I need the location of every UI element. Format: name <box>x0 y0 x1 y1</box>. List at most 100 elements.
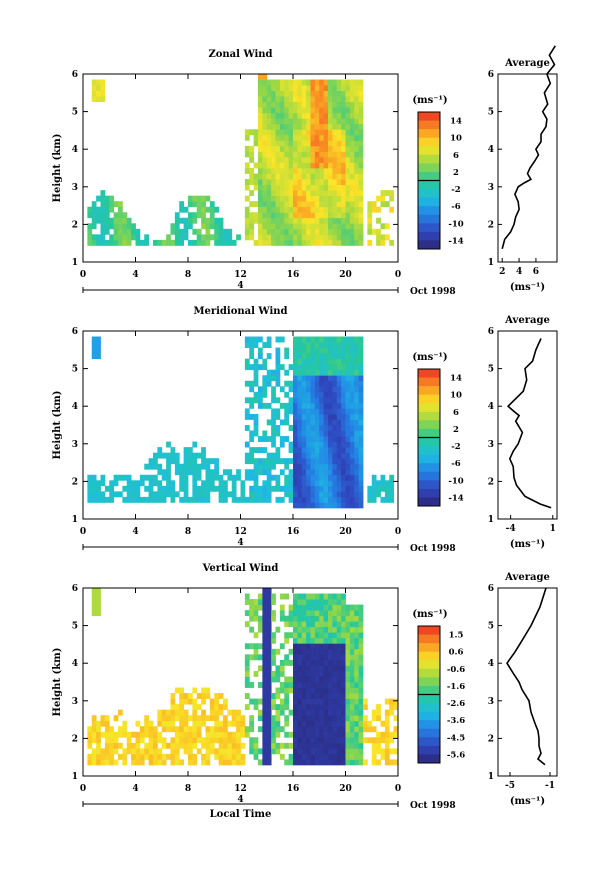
heatmap-cell <box>144 731 150 738</box>
x-tick-label: 0 <box>80 784 86 794</box>
heatmap-cell <box>284 632 290 639</box>
heatmap-cell <box>131 234 136 241</box>
heatmap-cell <box>262 391 268 398</box>
heatmap-cell <box>279 85 285 91</box>
heatmap-cell <box>153 452 158 459</box>
heatmap-cell <box>384 223 390 230</box>
heatmap-cell <box>166 753 171 760</box>
heatmap-cell <box>109 201 115 208</box>
heatmap-cell <box>192 496 198 503</box>
heatmap-cell <box>284 228 290 235</box>
heatmap-cell <box>266 234 272 241</box>
heatmap-cell <box>293 654 298 661</box>
heatmap-cell <box>288 408 294 415</box>
heatmap-cell <box>306 107 311 114</box>
heatmap-cell <box>201 239 206 246</box>
heatmap-cell <box>306 615 311 622</box>
heatmap-cell <box>223 715 228 722</box>
heatmap-cell <box>231 753 237 760</box>
heatmap-cell <box>332 96 338 103</box>
heatmap-cell <box>214 693 220 699</box>
heatmap-cell <box>323 436 329 442</box>
heatmap-cell <box>301 140 307 147</box>
heatmap-cell <box>166 742 171 749</box>
heatmap-cell <box>345 665 351 672</box>
heatmap-cell <box>266 469 272 476</box>
heatmap-cell <box>262 599 268 605</box>
heatmap-cell <box>275 184 281 191</box>
heatmap-cell <box>131 223 136 230</box>
heatmap-cell <box>236 720 241 727</box>
heatmap-cell <box>314 726 320 733</box>
heatmap-cell <box>341 90 346 97</box>
heatmap-cell <box>275 731 281 738</box>
heatmap-cell <box>306 715 311 722</box>
heatmap-cell <box>170 480 176 487</box>
heatmap-cell <box>349 386 355 393</box>
heatmap-cell <box>104 485 110 492</box>
heatmap-cell <box>358 369 364 376</box>
heatmap-cell <box>319 458 325 465</box>
heatmap-cell <box>262 162 268 169</box>
heatmap-cell <box>349 441 355 448</box>
heatmap-cell <box>279 753 285 760</box>
heatmap-cell <box>262 604 268 611</box>
heatmap-cell <box>314 79 320 86</box>
heatmap-cell <box>363 737 368 744</box>
heatmap-cell <box>209 480 215 487</box>
heatmap-cell <box>354 217 360 224</box>
heatmap-cell <box>319 648 325 655</box>
heatmap-cell <box>266 217 272 224</box>
heatmap-cell <box>371 737 377 744</box>
heatmap-cell <box>87 742 93 749</box>
heatmap-cell <box>363 759 368 766</box>
heatmap-cell <box>249 223 255 230</box>
heatmap-cell <box>310 79 316 86</box>
heatmap-cell <box>319 239 325 246</box>
heatmap-cell <box>341 336 346 343</box>
heatmap-cell <box>297 676 303 683</box>
heatmap-cell <box>205 239 211 246</box>
heatmap-cell <box>87 759 93 766</box>
heatmap-cell <box>240 726 246 733</box>
heatmap-cell <box>271 107 276 114</box>
heatmap-cell <box>153 742 158 749</box>
heatmap-cell <box>314 502 320 509</box>
heatmap-cell <box>293 599 298 605</box>
heatmap-cell <box>122 485 128 492</box>
heatmap-cell <box>271 463 276 470</box>
heatmap-cell <box>358 173 364 180</box>
heatmap-cell <box>122 223 128 230</box>
heatmap-cell <box>349 234 355 241</box>
colorbar-segment <box>418 231 440 241</box>
heatmap-cell <box>328 173 333 180</box>
heatmap-cell <box>332 637 338 644</box>
heatmap-cell <box>258 748 263 755</box>
heatmap-cell <box>314 491 320 498</box>
heatmap-cell <box>279 386 285 393</box>
heatmap-cell <box>161 753 167 760</box>
heatmap-cell <box>284 491 290 498</box>
heatmap-cell <box>376 709 381 716</box>
heatmap-cell <box>376 217 381 224</box>
heatmap-cell <box>148 720 154 727</box>
heatmap-cell <box>126 737 132 744</box>
heatmap-cell <box>301 195 307 202</box>
heatmap-cell <box>310 436 316 442</box>
heatmap-cell <box>328 79 333 86</box>
heatmap-cell <box>170 485 176 492</box>
heatmap-cell <box>306 85 311 91</box>
heatmap-cell <box>91 234 97 241</box>
heatmap-cell <box>179 228 185 235</box>
heatmap-cell <box>306 643 311 650</box>
heatmap-cell <box>323 610 329 617</box>
heatmap-cell <box>183 217 189 224</box>
heatmap-cell <box>249 145 255 152</box>
heatmap-cell <box>201 759 206 766</box>
heatmap-cell <box>301 654 307 661</box>
heatmap-cell <box>126 491 132 498</box>
colorbar-segment <box>418 223 440 233</box>
heatmap-cell <box>244 474 250 481</box>
heatmap-cell <box>205 753 211 760</box>
heatmap-cell <box>109 223 115 230</box>
